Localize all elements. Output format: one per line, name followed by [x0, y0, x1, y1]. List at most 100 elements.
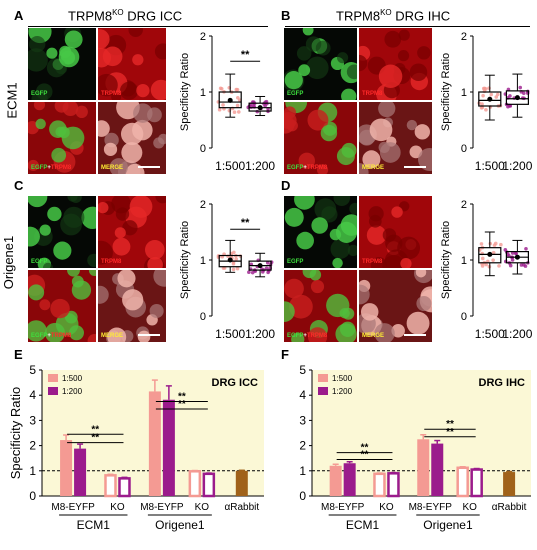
cell-blob: [302, 270, 317, 279]
significance-label: **: [91, 424, 99, 435]
legend-label-1-200: 1:200: [332, 387, 353, 396]
label-egfp-plus-trpm8: EGFP+TRPM8: [31, 333, 71, 339]
micro-b-merge: MERGE: [359, 102, 432, 174]
box: [505, 250, 530, 264]
cell-blob: [136, 84, 150, 98]
cell-blob: [362, 150, 381, 169]
label-egfp: EGFP: [31, 333, 48, 339]
significance-label: **: [178, 392, 186, 403]
label-merge: MERGE: [362, 333, 385, 339]
significance-label: **: [446, 427, 454, 438]
data-point: [491, 258, 495, 262]
cell-blob: [406, 311, 430, 335]
box: [478, 247, 502, 264]
mean-marker: [514, 254, 520, 260]
y-tick-label: 2: [200, 31, 206, 43]
label-egfp: EGFP: [287, 165, 304, 171]
y-axis-label: Specificity Ratio: [440, 53, 452, 131]
micro-texture: [98, 196, 166, 268]
x-tick-label-1:200: 1:200: [502, 159, 532, 173]
cell-blob: [61, 126, 85, 150]
cell-blob: [409, 63, 428, 82]
cell-blob: [342, 307, 355, 320]
cell-blob: [320, 124, 338, 142]
cell-blob: [397, 50, 410, 62]
micro-c-trpm8: TRPM8: [98, 196, 166, 268]
micro-texture: [98, 102, 166, 174]
data-point: [479, 242, 484, 246]
micro-texture: [98, 270, 166, 342]
y-tick-label: 0: [200, 143, 206, 155]
y-tick-label: 3: [299, 413, 306, 427]
label-trpm8: TRPM8: [362, 91, 383, 97]
data-point: [232, 110, 237, 115]
data-point: [492, 243, 497, 247]
x-tick-label-1:500: 1:500: [475, 327, 505, 341]
cell-blob: [51, 147, 67, 163]
cell-blob: [284, 301, 295, 322]
micro-texture: [366, 201, 421, 268]
cell-blob: [332, 257, 343, 268]
label-trpm8: TRPM8: [50, 165, 72, 171]
label-plus: +: [47, 333, 51, 339]
y-tick-label: 2: [461, 31, 467, 43]
cell-blob: [147, 256, 163, 268]
data-point: [235, 103, 240, 108]
y-tick-label: 1: [29, 464, 36, 478]
group-label-4: αRabbit: [224, 502, 259, 513]
data-point: [264, 266, 269, 271]
y-tick-label: 1: [200, 87, 206, 99]
micro-texture: [359, 102, 432, 174]
significance-label: **: [241, 217, 250, 229]
cell-blob: [298, 152, 316, 170]
micro-c-merge: MERGE: [98, 270, 166, 342]
cell-blob: [149, 303, 164, 319]
cell-blob: [109, 158, 128, 174]
cell-blob: [284, 71, 303, 90]
mean-marker: [227, 97, 233, 103]
mean-marker: [257, 263, 263, 269]
data-point: [480, 105, 485, 110]
micro-texture: [284, 270, 357, 342]
cell-blob: [311, 217, 328, 234]
cell-blob: [155, 196, 166, 204]
data-point: [508, 263, 513, 268]
data-point: [480, 256, 485, 261]
cell-blob: [121, 142, 143, 164]
panel-letter-b: B: [281, 8, 291, 23]
cell-blob: [307, 327, 328, 342]
cell-blob: [378, 102, 396, 118]
panel-b-title: TRPM8KO DRG IHC: [336, 8, 451, 24]
cell-blob: [296, 231, 314, 250]
data-point: [494, 95, 499, 99]
x-tick-label-1:500: 1:500: [475, 159, 505, 173]
cell-blob: [39, 224, 51, 236]
panel-a-title-rule: [28, 26, 268, 27]
label-egfp: EGFP: [287, 333, 304, 339]
data-point: [231, 261, 236, 266]
group-label-1: KO: [110, 502, 125, 513]
label-egfp-plus-trpm8: EGFP+TRPM8: [287, 333, 327, 339]
significance-label: **: [361, 443, 369, 454]
cell-blob: [359, 163, 369, 174]
data-point: [523, 264, 528, 268]
cell-blob: [28, 196, 48, 208]
bar: [373, 472, 386, 498]
box: [218, 91, 242, 109]
data-point: [495, 92, 500, 97]
antibody-label-1: Origene1: [423, 518, 473, 532]
data-point: [234, 257, 239, 261]
x-tick-label-1:500: 1:500: [215, 327, 245, 341]
cell-blob: [333, 196, 351, 207]
box: [478, 91, 502, 107]
mean-marker: [257, 105, 263, 111]
label-trpm8: TRPM8: [101, 91, 122, 97]
data-point: [260, 270, 265, 274]
micro-d-egfp-trpm8: EGFP+TRPM8: [284, 270, 357, 342]
cell-blob: [71, 275, 84, 288]
bar: [162, 399, 175, 496]
cell-blob: [111, 196, 131, 214]
data-point: [524, 246, 528, 251]
label-egfp-plus-trpm8: EGFP+TRPM8: [31, 165, 71, 171]
